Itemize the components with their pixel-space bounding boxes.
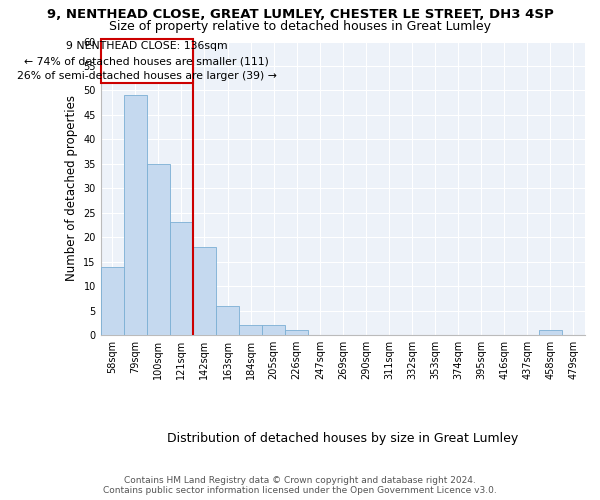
Text: Contains public sector information licensed under the Open Government Licence v3: Contains public sector information licen… xyxy=(103,486,497,495)
Bar xyxy=(285,330,308,335)
Bar xyxy=(539,330,562,335)
Text: Size of property relative to detached houses in Great Lumley: Size of property relative to detached ho… xyxy=(109,20,491,33)
Bar xyxy=(239,325,262,335)
FancyBboxPatch shape xyxy=(101,39,193,83)
Bar xyxy=(101,266,124,335)
Bar xyxy=(216,306,239,335)
Bar xyxy=(193,247,216,335)
Bar xyxy=(262,325,285,335)
Text: Contains HM Land Registry data © Crown copyright and database right 2024.: Contains HM Land Registry data © Crown c… xyxy=(124,476,476,485)
Y-axis label: Number of detached properties: Number of detached properties xyxy=(65,95,78,281)
X-axis label: Distribution of detached houses by size in Great Lumley: Distribution of detached houses by size … xyxy=(167,432,518,445)
Text: 9 NENTHEAD CLOSE: 136sqm
← 74% of detached houses are smaller (111)
26% of semi-: 9 NENTHEAD CLOSE: 136sqm ← 74% of detach… xyxy=(17,42,277,81)
Bar xyxy=(124,96,147,335)
Text: 9, NENTHEAD CLOSE, GREAT LUMLEY, CHESTER LE STREET, DH3 4SP: 9, NENTHEAD CLOSE, GREAT LUMLEY, CHESTER… xyxy=(47,8,553,20)
Bar xyxy=(147,164,170,335)
Bar xyxy=(170,222,193,335)
